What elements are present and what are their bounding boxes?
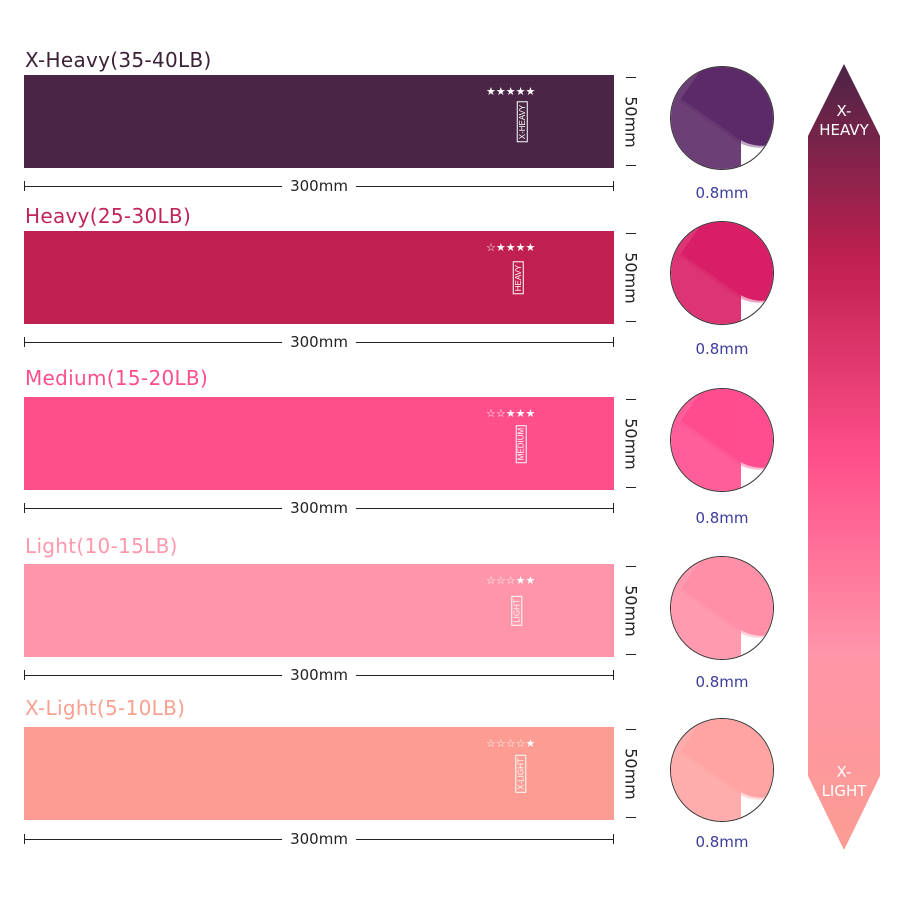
scale-top-label-line1: X- [836, 102, 852, 120]
scale-bottom-label-line2: LIGHT [821, 782, 867, 800]
band-thickness-closeup [670, 718, 774, 822]
length-dimension: 300mm [24, 499, 614, 517]
band-thickness-closeup [670, 66, 774, 170]
length-dimension: 300mm [24, 177, 614, 195]
resistance-band: ★★★★★ X-HEAVY [24, 75, 614, 168]
band-tag: MEDIUM [515, 424, 527, 463]
band-thickness-closeup [670, 388, 774, 492]
length-label: 300mm [282, 499, 356, 517]
resistance-scale-arrow [808, 64, 880, 850]
band-tag: LIGHT [511, 595, 523, 626]
resistance-band: ☆★★★★ HEAVY [24, 231, 614, 324]
scale-bottom-label-line1: X- [836, 763, 852, 781]
rating-stars: ★★★★★ [486, 85, 536, 98]
rating-stars: ☆☆☆★★ [486, 574, 536, 587]
rating-stars: ☆☆★★★ [486, 407, 536, 420]
rating-stars: ☆☆☆☆★ [486, 737, 536, 750]
thickness-label: 0.8mm [695, 340, 749, 358]
band-thickness-closeup [670, 556, 774, 660]
width-dimension: 50mm [621, 564, 641, 657]
width-dimension: 50mm [621, 397, 641, 490]
rating-stars: ☆★★★★ [486, 241, 536, 254]
thickness-label: 0.8mm [695, 509, 749, 527]
thickness-label: 0.8mm [695, 184, 749, 202]
width-label: 50mm [621, 584, 641, 637]
band-tag: HEAVY [512, 261, 524, 294]
thickness-label: 0.8mm [695, 673, 749, 691]
width-label: 50mm [621, 95, 641, 148]
length-label: 300mm [282, 666, 356, 684]
scale-bottom-label: X- LIGHT [806, 763, 882, 801]
scale-top-label-line2: HEAVY [819, 121, 869, 139]
resistance-band: ☆☆☆★★ LIGHT [24, 564, 614, 657]
length-label: 300mm [282, 333, 356, 351]
length-dimension: 300mm [24, 333, 614, 351]
band-tag: X-LIGHT [515, 754, 527, 793]
resistance-band: ☆☆★★★ MEDIUM [24, 397, 614, 490]
width-label: 50mm [621, 251, 641, 304]
length-dimension: 300mm [24, 830, 614, 848]
width-label: 50mm [621, 417, 641, 470]
thickness-label: 0.8mm [695, 833, 749, 851]
length-label: 300mm [282, 830, 356, 848]
length-label: 300mm [282, 177, 356, 195]
width-dimension: 50mm [621, 231, 641, 324]
band-title: Heavy(25-30LB) [25, 204, 192, 228]
band-title: X-Heavy(35-40LB) [25, 48, 212, 72]
band-title: Light(10-15LB) [25, 534, 178, 558]
width-label: 50mm [621, 747, 641, 800]
length-dimension: 300mm [24, 666, 614, 684]
band-title: Medium(15-20LB) [25, 366, 209, 390]
band-title: X-Light(5-10LB) [25, 696, 186, 720]
band-tag: X-HEAVY [516, 101, 528, 142]
width-dimension: 50mm [621, 75, 641, 168]
resistance-band: ☆☆☆☆★ X-LIGHT [24, 727, 614, 820]
band-thickness-closeup [670, 221, 774, 325]
width-dimension: 50mm [621, 727, 641, 820]
scale-top-label: X- HEAVY [806, 102, 882, 140]
